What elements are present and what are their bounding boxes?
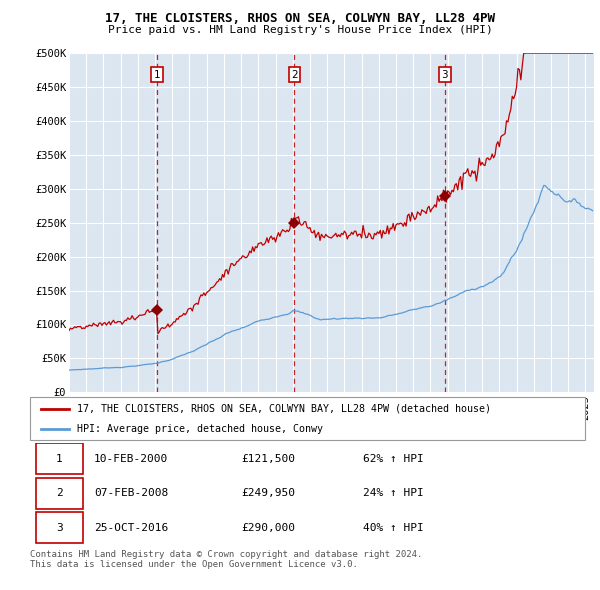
Text: Price paid vs. HM Land Registry's House Price Index (HPI): Price paid vs. HM Land Registry's House … xyxy=(107,25,493,35)
Text: 17, THE CLOISTERS, RHOS ON SEA, COLWYN BAY, LL28 4PW: 17, THE CLOISTERS, RHOS ON SEA, COLWYN B… xyxy=(105,12,495,25)
Text: 1: 1 xyxy=(154,70,160,80)
Text: 40% ↑ HPI: 40% ↑ HPI xyxy=(363,523,424,533)
FancyBboxPatch shape xyxy=(30,397,585,440)
Text: HPI: Average price, detached house, Conwy: HPI: Average price, detached house, Conw… xyxy=(77,424,323,434)
Text: 3: 3 xyxy=(441,70,448,80)
Text: 2: 2 xyxy=(56,488,62,498)
Text: 24% ↑ HPI: 24% ↑ HPI xyxy=(363,488,424,498)
Text: Contains HM Land Registry data © Crown copyright and database right 2024.
This d: Contains HM Land Registry data © Crown c… xyxy=(30,550,422,569)
Text: £121,500: £121,500 xyxy=(241,454,295,464)
Text: £249,950: £249,950 xyxy=(241,488,295,498)
Text: 1: 1 xyxy=(56,454,62,464)
Text: 10-FEB-2000: 10-FEB-2000 xyxy=(94,454,168,464)
FancyBboxPatch shape xyxy=(35,512,83,543)
Text: £290,000: £290,000 xyxy=(241,523,295,533)
Text: 62% ↑ HPI: 62% ↑ HPI xyxy=(363,454,424,464)
FancyBboxPatch shape xyxy=(35,478,83,509)
Text: 25-OCT-2016: 25-OCT-2016 xyxy=(94,523,168,533)
Text: 17, THE CLOISTERS, RHOS ON SEA, COLWYN BAY, LL28 4PW (detached house): 17, THE CLOISTERS, RHOS ON SEA, COLWYN B… xyxy=(77,404,491,414)
Text: 07-FEB-2008: 07-FEB-2008 xyxy=(94,488,168,498)
FancyBboxPatch shape xyxy=(35,443,83,474)
Text: 2: 2 xyxy=(291,70,298,80)
Text: 3: 3 xyxy=(56,523,62,533)
